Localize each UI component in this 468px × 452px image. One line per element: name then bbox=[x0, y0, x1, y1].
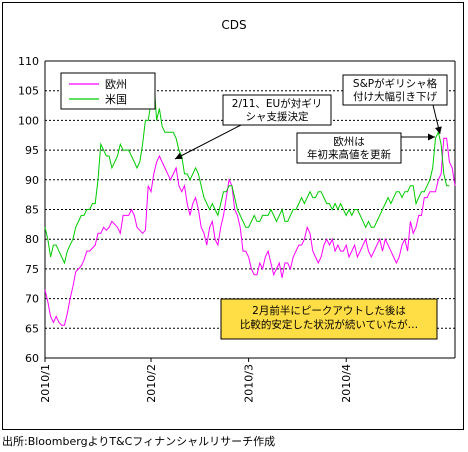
series-line-us bbox=[44, 78, 450, 265]
annotation-text: 年初来高値を更新 bbox=[307, 148, 391, 161]
annotation-text: 欧州は bbox=[333, 136, 365, 148]
y-tick-label: 105 bbox=[18, 85, 39, 98]
series-lines bbox=[44, 78, 456, 326]
legend-box bbox=[60, 72, 156, 110]
y-tick-label: 60 bbox=[25, 352, 39, 365]
y-tick-label: 80 bbox=[25, 233, 39, 246]
series-line-europe bbox=[44, 137, 456, 326]
annotation-text: 2/11、EUが対ギリ bbox=[232, 97, 322, 110]
y-tick-label: 85 bbox=[25, 204, 39, 217]
cds-line-chart: CDS 60 65 70 75 80 85 90 95 100 105 110 2010/1 2010/… bbox=[18, 18, 456, 403]
y-tick-label: 75 bbox=[25, 263, 39, 276]
annotation-arrow bbox=[174, 124, 242, 160]
annotation-arrowhead bbox=[175, 152, 183, 159]
callout-text: 比較的安定した状況が続いていたが… bbox=[240, 318, 418, 331]
chart-frame: CDS 60 65 70 75 80 85 90 95 100 105 110 2010/1 2010/… bbox=[2, 2, 464, 430]
annotation-arrowhead bbox=[428, 133, 435, 141]
x-tick-label: 2010/3 bbox=[243, 364, 256, 403]
annotation-box bbox=[342, 74, 448, 106]
y-tick-label: 110 bbox=[18, 55, 39, 68]
annotation-text: S&Pがギリシャ格 bbox=[353, 77, 438, 90]
annotation-text: シャ支援決定 bbox=[246, 110, 309, 123]
x-tick-label: 2010/1 bbox=[39, 364, 52, 403]
legend-label: 米国 bbox=[105, 93, 127, 106]
y-tick-label: 90 bbox=[25, 174, 39, 187]
annotation-box bbox=[222, 94, 332, 126]
callout-text: 2月前半にピークアウトした後は bbox=[252, 304, 406, 317]
y-tick-label: 65 bbox=[25, 322, 39, 335]
axes: 60 65 70 75 80 85 90 95 100 105 110 2010/1 2010/2 201… bbox=[18, 55, 456, 403]
y-tick-label: 100 bbox=[18, 114, 39, 127]
annotation-arrowhead bbox=[435, 126, 442, 134]
chart-title: CDS bbox=[221, 18, 246, 32]
annotation-text: 付け大幅引き下げ bbox=[353, 90, 437, 103]
y-tick-label: 70 bbox=[25, 293, 39, 306]
x-tick-label: 2010/4 bbox=[340, 364, 353, 403]
legend-label: 欧州 bbox=[105, 78, 127, 91]
x-tick-label: 2010/2 bbox=[145, 364, 158, 403]
annotation-box bbox=[296, 132, 402, 164]
callout-box bbox=[220, 298, 438, 340]
source-note: 出所:BloombergよりT&Cフィナンシャルリサーチ作成 bbox=[2, 435, 276, 448]
y-tick-label: 95 bbox=[25, 144, 39, 157]
